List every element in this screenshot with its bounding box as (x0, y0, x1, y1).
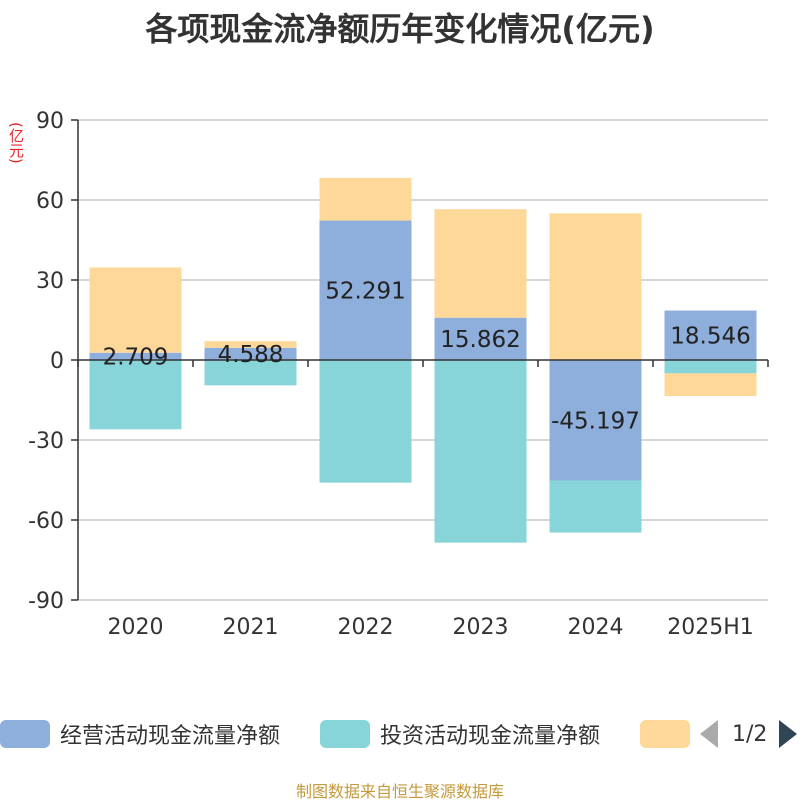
x-tick-label: 2024 (568, 615, 624, 640)
data-label: 52.291 (325, 278, 405, 304)
legend-page-indicator: 1/2 (732, 721, 768, 747)
y-tick-label: 90 (36, 109, 64, 134)
bar-2022-series-2 (319, 177, 412, 221)
legend-pager: 1/2 (700, 716, 798, 752)
bar-2025H1-series-0 (664, 310, 757, 360)
chart-title: 各项现金流净额历年变化情况(亿元) (145, 10, 655, 48)
legend-swatch-operating (0, 720, 50, 748)
bar-2021-series-1 (204, 360, 297, 386)
x-tick-label: 2025H1 (667, 615, 754, 640)
bar-2020-series-1 (89, 360, 182, 430)
bar-2021-series-2 (204, 341, 297, 348)
x-tick-label: 2023 (453, 615, 509, 640)
bar-2020-series-0 (89, 352, 182, 360)
chart-legend: 经营活动现金流量净额 投资活动现金流量净额 (0, 716, 800, 752)
data-label: 4.588 (218, 342, 284, 368)
x-tick-label: 2021 (223, 615, 279, 640)
legend-next-page-icon[interactable] (779, 720, 798, 748)
legend-swatch-investing (320, 720, 370, 748)
bar-2024-series-0 (549, 360, 642, 481)
legend-item-financing[interactable] (640, 716, 690, 752)
bar-2022-series-0 (319, 220, 412, 360)
bar-2022-series-1 (319, 360, 412, 483)
bar-2020-series-2 (89, 267, 182, 353)
legend-label-investing: 投资活动现金流量净额 (380, 724, 601, 749)
y-tick-label: 30 (36, 269, 64, 294)
cashflow-bar-chart: 90 60 30 0 -30 -60 -90 2020 2021 2022 2023 2024 2025… (28, 109, 769, 640)
legend-label-operating: 经营活动现金流量净额 (60, 724, 281, 749)
data-source-footer: 制图数据来自恒生聚源数据库 (295, 782, 504, 801)
y-tick-label: 60 (36, 189, 64, 214)
legend-item-investing[interactable]: 投资活动现金流量净额 (320, 716, 600, 752)
y-tick-label: -90 (28, 589, 64, 614)
data-label: 18.546 (670, 323, 750, 349)
y-tick-label: -60 (28, 509, 64, 534)
data-label: 15.862 (440, 327, 520, 353)
bar-2023-series-1 (434, 360, 527, 543)
legend-prev-page-icon[interactable] (700, 720, 718, 748)
x-tick-label: 2022 (338, 615, 394, 640)
data-label: -45.197 (551, 408, 640, 434)
bar-2025H1-series-2 (664, 373, 757, 396)
bar-2025H1-series-1 (664, 360, 757, 374)
legend-item-operating[interactable]: 经营活动现金流量净额 (0, 716, 280, 752)
bar-2023-series-0 (434, 317, 527, 360)
bar-2023-series-2 (434, 209, 527, 318)
y-tick-label: -30 (28, 429, 64, 454)
legend-swatch-financing (640, 720, 690, 748)
bar-2024-series-1 (549, 480, 642, 533)
x-tick-label: 2020 (108, 615, 164, 640)
y-tick-label: 0 (50, 349, 64, 374)
data-label: 2.709 (103, 344, 169, 370)
y-axis-unit-label: (亿元) (7, 122, 25, 164)
bar-2024-series-2 (549, 213, 642, 360)
bar-2021-series-0 (204, 347, 297, 360)
